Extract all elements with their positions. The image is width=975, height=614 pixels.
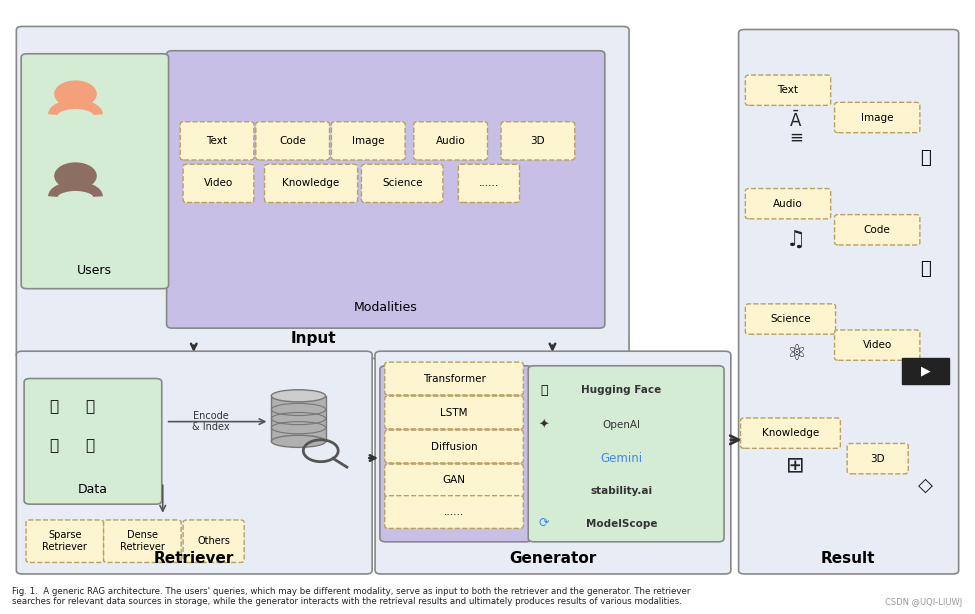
Text: ......: ......: [444, 507, 464, 517]
Text: Others: Others: [197, 536, 230, 546]
FancyBboxPatch shape: [745, 304, 836, 334]
FancyBboxPatch shape: [745, 188, 831, 219]
FancyBboxPatch shape: [183, 520, 244, 562]
Text: ▶: ▶: [920, 365, 930, 378]
Ellipse shape: [271, 435, 326, 448]
Text: Text: Text: [207, 136, 227, 146]
Text: Encode
& Index: Encode & Index: [192, 411, 230, 432]
FancyBboxPatch shape: [835, 330, 919, 360]
Text: ⊞: ⊞: [787, 456, 805, 476]
Text: Modalities: Modalities: [354, 301, 417, 314]
Text: Image: Image: [861, 112, 893, 123]
FancyBboxPatch shape: [180, 122, 254, 160]
Text: Science: Science: [382, 178, 422, 188]
Text: ⟳: ⟳: [538, 517, 549, 530]
FancyBboxPatch shape: [501, 122, 574, 160]
FancyBboxPatch shape: [835, 215, 919, 245]
Text: Fig. 1.  A generic RAG architecture. The users' queries, which may be different : Fig. 1. A generic RAG architecture. The …: [13, 587, 691, 606]
Text: Users: Users: [77, 264, 112, 277]
FancyBboxPatch shape: [385, 362, 524, 395]
FancyBboxPatch shape: [458, 164, 520, 203]
Text: Retriever: Retriever: [154, 551, 234, 566]
Text: ◇: ◇: [918, 476, 933, 495]
FancyBboxPatch shape: [385, 495, 524, 529]
FancyBboxPatch shape: [167, 51, 604, 328]
FancyBboxPatch shape: [847, 443, 909, 474]
FancyBboxPatch shape: [103, 520, 181, 562]
Text: 3D: 3D: [871, 454, 885, 464]
Text: ⚛: ⚛: [786, 344, 805, 363]
Text: Transformer: Transformer: [422, 373, 486, 384]
FancyBboxPatch shape: [380, 366, 532, 542]
FancyBboxPatch shape: [413, 122, 488, 160]
Text: Sparse
Retriever: Sparse Retriever: [42, 530, 87, 552]
Text: stability.ai: stability.ai: [590, 486, 652, 497]
Text: 🐈: 🐈: [920, 260, 931, 278]
Text: Code: Code: [279, 136, 306, 146]
Text: Generator: Generator: [509, 551, 596, 566]
Text: Ā
≡: Ā ≡: [789, 112, 802, 146]
Circle shape: [55, 163, 97, 189]
FancyBboxPatch shape: [745, 75, 831, 106]
Circle shape: [55, 81, 97, 107]
Text: Audio: Audio: [773, 199, 802, 209]
FancyBboxPatch shape: [183, 164, 254, 203]
Ellipse shape: [271, 390, 326, 402]
Text: CSDN @UQI-LIUWJ: CSDN @UQI-LIUWJ: [885, 598, 962, 607]
FancyBboxPatch shape: [362, 164, 443, 203]
FancyBboxPatch shape: [21, 54, 169, 289]
Text: GAN: GAN: [443, 475, 465, 486]
FancyBboxPatch shape: [528, 366, 724, 542]
FancyBboxPatch shape: [903, 359, 949, 384]
FancyBboxPatch shape: [255, 122, 330, 160]
Text: Audio: Audio: [436, 136, 465, 146]
Text: Dense
Retriever: Dense Retriever: [120, 530, 165, 552]
FancyBboxPatch shape: [264, 164, 358, 203]
Text: 📹: 📹: [86, 438, 95, 453]
Text: 💊: 💊: [50, 438, 58, 453]
Text: Result: Result: [821, 551, 876, 566]
Text: 🤗: 🤗: [540, 384, 548, 397]
FancyBboxPatch shape: [741, 418, 840, 448]
FancyBboxPatch shape: [835, 103, 919, 133]
FancyBboxPatch shape: [385, 396, 524, 429]
FancyBboxPatch shape: [26, 520, 103, 562]
Text: Gemini: Gemini: [601, 451, 643, 465]
Text: ......: ......: [479, 178, 499, 188]
FancyBboxPatch shape: [17, 351, 372, 574]
Text: 🌐: 🌐: [50, 399, 58, 414]
FancyBboxPatch shape: [24, 378, 162, 504]
Text: ♫: ♫: [786, 230, 805, 249]
FancyBboxPatch shape: [332, 122, 405, 160]
Text: 3D: 3D: [530, 136, 545, 146]
FancyBboxPatch shape: [375, 351, 731, 574]
Text: Knowledge: Knowledge: [283, 178, 339, 188]
Text: LSTM: LSTM: [441, 408, 468, 418]
FancyBboxPatch shape: [271, 396, 326, 441]
Text: Science: Science: [770, 314, 810, 324]
Text: Code: Code: [864, 225, 890, 235]
Text: Diffusion: Diffusion: [431, 441, 478, 451]
FancyBboxPatch shape: [17, 26, 629, 359]
Text: ModelScope: ModelScope: [586, 519, 657, 529]
Text: 🖼: 🖼: [920, 149, 931, 166]
Text: Hugging Face: Hugging Face: [581, 385, 661, 395]
Text: 🗄: 🗄: [86, 399, 95, 414]
Text: Data: Data: [78, 483, 108, 495]
Text: Video: Video: [863, 340, 892, 350]
Text: ✦: ✦: [538, 418, 549, 431]
Text: OpenAI: OpenAI: [603, 419, 641, 430]
FancyBboxPatch shape: [385, 464, 524, 497]
Text: Video: Video: [204, 178, 233, 188]
Text: Text: Text: [777, 85, 799, 95]
Text: Input: Input: [291, 331, 335, 346]
Text: Knowledge: Knowledge: [761, 428, 819, 438]
Text: Image: Image: [352, 136, 384, 146]
FancyBboxPatch shape: [739, 29, 958, 574]
FancyBboxPatch shape: [385, 430, 524, 463]
